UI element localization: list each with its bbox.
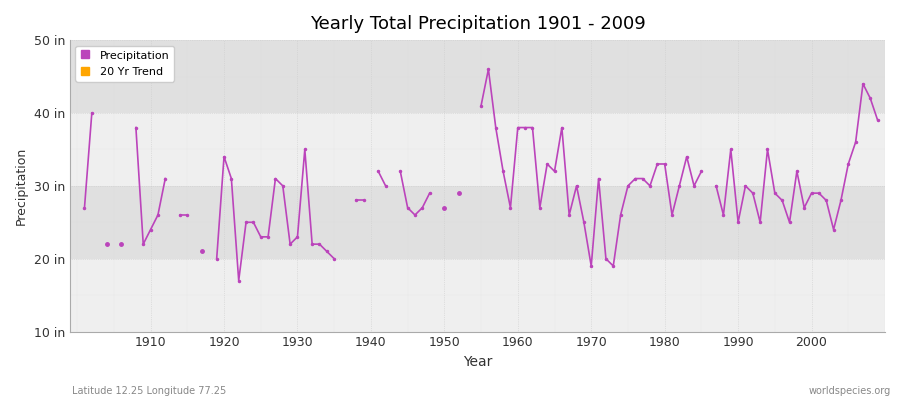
Y-axis label: Precipitation: Precipitation	[15, 147, 28, 225]
Title: Yearly Total Precipitation 1901 - 2009: Yearly Total Precipitation 1901 - 2009	[310, 15, 645, 33]
Legend: Precipitation, 20 Yr Trend: Precipitation, 20 Yr Trend	[76, 46, 174, 82]
X-axis label: Year: Year	[463, 355, 492, 369]
Bar	[70, 259, 885, 332]
Bar	[70, 40, 885, 113]
Bar	[70, 113, 885, 186]
Bar	[70, 186, 885, 259]
Text: worldspecies.org: worldspecies.org	[809, 386, 891, 396]
Text: Latitude 12.25 Longitude 77.25: Latitude 12.25 Longitude 77.25	[72, 386, 226, 396]
